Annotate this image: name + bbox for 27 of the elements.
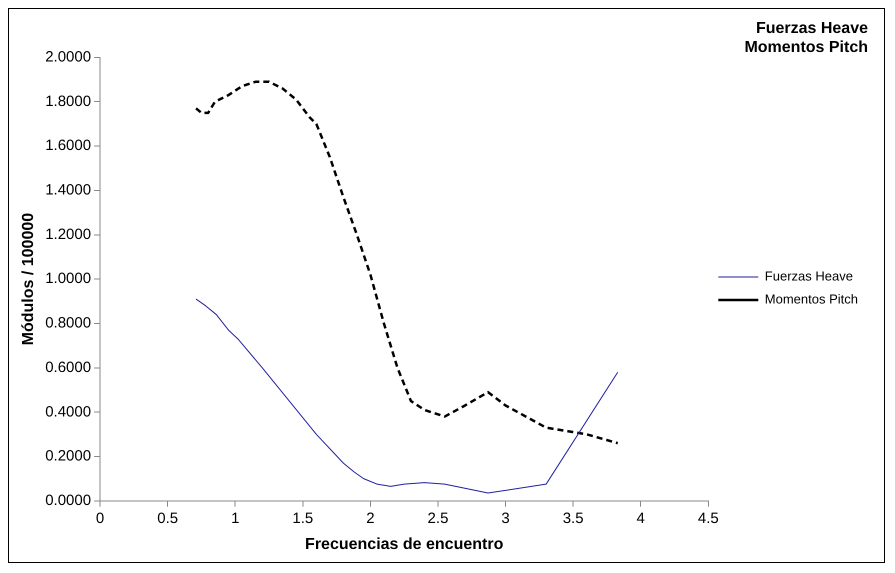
y-tick-label: 1.4000	[45, 182, 92, 199]
legend-label: Fuerzas Heave	[764, 268, 853, 284]
y-tick-label: 1.6000	[45, 137, 92, 154]
x-tick-label: 0.5	[157, 510, 178, 527]
x-tick-label: 1.5	[292, 510, 314, 527]
x-tick-label: 4	[636, 510, 645, 527]
x-tick-label: 2.5	[428, 510, 448, 527]
legend-label: Momentos Pitch	[764, 292, 858, 307]
y-tick-label: 0.6000	[45, 358, 92, 376]
x-axis-title: Frecuencias de encuentro	[305, 536, 504, 553]
x-tick-label: 1	[231, 510, 240, 527]
y-tick-label: 0.2000	[45, 448, 92, 465]
x-tick-label: 0	[96, 510, 104, 527]
x-tick-label: 3.5	[562, 510, 584, 527]
x-tick-label: 4.5	[698, 510, 719, 527]
y-tick-label: 0.8000	[45, 314, 92, 332]
x-tick-label: 2	[366, 510, 375, 527]
y-tick-label: 1.0000	[45, 270, 92, 288]
y-tick-label: 2.0000	[45, 48, 92, 66]
text: Fuerzas Heave Momentos Pitch	[744, 20, 868, 56]
y-tick-label: 1.2000	[45, 226, 92, 243]
y-tick-label: 0.0000	[45, 492, 92, 509]
y-tick-label: 1.8000	[45, 92, 92, 110]
x-tick-label: 3	[501, 510, 510, 527]
y-axis-title: Módulos / 100000	[20, 212, 38, 346]
line-series	[194, 80, 619, 444]
y-tick-label: 0.4000	[45, 403, 92, 420]
